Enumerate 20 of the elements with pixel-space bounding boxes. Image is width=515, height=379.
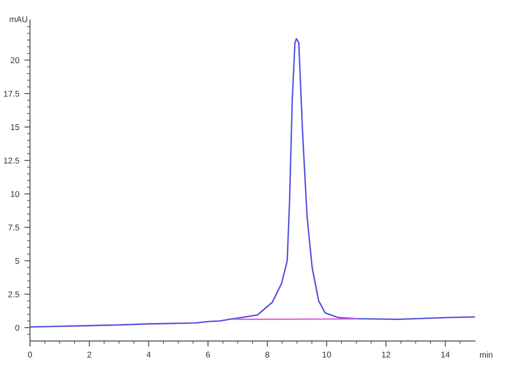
y-tick-label: 0 (15, 324, 20, 331)
x-tick-label: 8 (265, 352, 270, 358)
y-tick-label: 12.5 (4, 158, 20, 164)
y-tick-label: 5 (15, 258, 20, 264)
y-tick-label: 2.5 (8, 291, 20, 298)
y-tick-label: 17.5 (4, 90, 20, 97)
line-series (30, 38, 475, 328)
x-tick-label: 2 (87, 352, 92, 358)
x-axis-title: min (480, 352, 492, 358)
y-axis-title: mAU (10, 16, 28, 22)
x-tick-label: 10 (322, 352, 331, 358)
y-tick-label: 15 (10, 124, 20, 130)
x-tick-label: 0 (28, 352, 32, 358)
y-tick-label: 7.5 (8, 224, 20, 230)
x-tick-label: 12 (382, 352, 390, 358)
x-tick-label: 4 (146, 352, 151, 358)
y-tick-label: 10 (10, 191, 20, 197)
x-tick-label: 6 (206, 352, 210, 358)
x-tick-label: 14 (441, 352, 450, 358)
y-tick-label: 20 (10, 57, 20, 64)
